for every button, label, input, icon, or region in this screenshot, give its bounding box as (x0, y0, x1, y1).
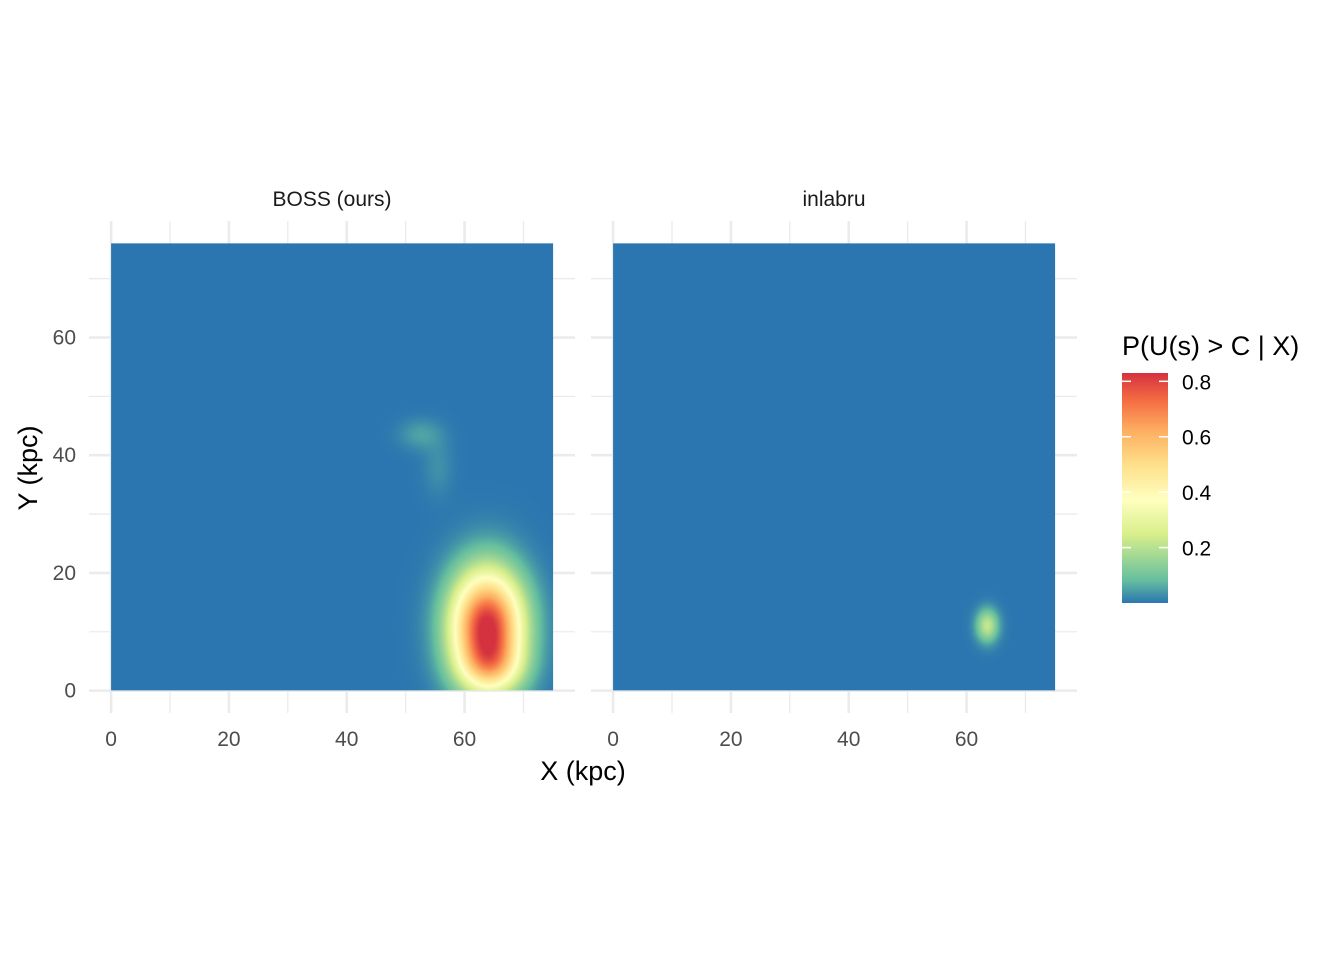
x-tick-label: 40 (335, 728, 358, 751)
legend: P(U(s) > C | X) 0.2 0.4 0.6 0.8 (1122, 331, 1299, 603)
y-tick-label: 20 (53, 562, 76, 585)
x-tick-label: 20 (217, 728, 240, 751)
x-tick-label: 60 (955, 728, 978, 751)
x-axis-title: X (kpc) (540, 756, 626, 786)
x-tick-label: 0 (105, 728, 117, 751)
panel-inlabru (591, 221, 1077, 713)
y-tick-label: 0 (64, 680, 76, 703)
x-tick-label: 20 (719, 728, 742, 751)
x-axis-ticks-inlabru: 0 20 40 60 (607, 728, 978, 751)
y-axis-ticks: 0 20 40 60 (53, 327, 76, 703)
legend-tick-label: 0.8 (1182, 371, 1211, 394)
legend-tick-label: 0.2 (1182, 538, 1211, 561)
x-axis-ticks-boss: 0 20 40 60 (105, 728, 476, 751)
legend-title: P(U(s) > C | X) (1122, 331, 1299, 361)
panel-inlabru-heatmap (613, 243, 1056, 691)
legend-ticks: 0.2 0.4 0.6 0.8 (1122, 371, 1212, 561)
y-axis-title: Y (kpc) (13, 425, 43, 510)
legend-colorbar (1122, 373, 1168, 603)
x-tick-label: 40 (837, 728, 860, 751)
facet-title-inlabru: inlabru (802, 188, 865, 211)
panel-boss (89, 221, 575, 713)
y-tick-label: 40 (53, 444, 76, 467)
facet-title-boss: BOSS (ours) (272, 188, 391, 211)
panel-boss-heatmap (111, 243, 554, 691)
x-tick-label: 0 (607, 728, 619, 751)
legend-tick-label: 0.6 (1182, 427, 1211, 450)
legend-tick-label: 0.4 (1182, 482, 1212, 505)
x-tick-label: 60 (453, 728, 476, 751)
y-tick-label: 60 (53, 327, 76, 350)
